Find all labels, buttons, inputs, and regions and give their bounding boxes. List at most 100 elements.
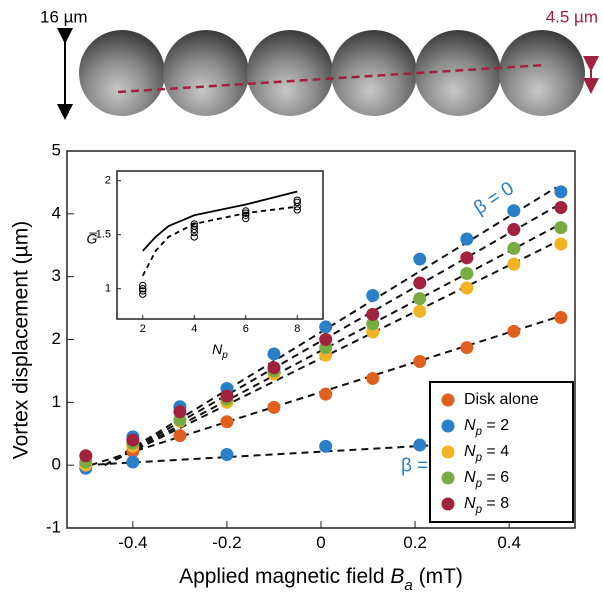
legend-label: Np = 4 [464,443,509,464]
data-point [554,221,568,235]
label-part: (mT) [413,565,463,588]
label-part: = 2 [482,417,509,434]
data-point [554,185,568,199]
model-curve [141,205,298,277]
data-point [507,204,521,218]
data-point [139,281,147,290]
data-point [139,285,147,293]
label-part: Applied magnetic field [179,565,390,588]
main-chart: -0.4 -0.2 0 0.2 0.4 -1 0 1 2 3 4 5 Applied magnetic … [10,140,576,593]
legend-marker [441,393,455,407]
data-point [126,455,140,469]
data-point [507,324,521,338]
legend-marker [441,419,455,433]
x-tick-label: 0.4 [497,533,521,552]
x-tick-label: 2 [140,323,146,335]
data-point [173,429,187,443]
legend-marker [441,471,455,485]
label-part: N [464,443,476,460]
data-point [242,211,250,219]
label-part: N [212,341,223,357]
x-tick-label: 0 [316,533,325,552]
data-point [190,220,198,228]
data-point [366,317,380,331]
data-point [460,281,474,295]
data-point [413,276,427,290]
data-point [220,389,234,403]
legend-label: Np = 2 [464,417,509,438]
y-tick-label: 0 [52,455,61,474]
data-point [413,354,427,368]
x-tick-label: 8 [294,323,300,335]
x-tick-label: 4 [191,323,197,335]
data-point [267,347,281,361]
y-tick-label: 2 [52,329,61,348]
data-point [319,439,333,453]
scale-label: 4.5 µm [546,7,598,26]
data-point [413,252,427,266]
model-curve [142,190,298,252]
label-part: p [475,478,483,490]
plot-frame [116,170,324,320]
label-part: p [475,504,483,516]
y-axis-label: Vortex displacement (µm) [10,221,33,460]
label-part: = 6 [482,469,509,486]
x-tick-label: 6 [243,323,249,335]
data-point [293,196,301,204]
data-point [139,290,147,298]
data-point [319,333,333,346]
label-part: p [475,452,483,464]
data-point [460,341,474,355]
label-part: = 8 [482,495,509,512]
y-tick-label: 3 [52,266,61,285]
data-point [554,237,568,251]
legend-marker [441,497,455,511]
label-part: N [464,495,476,512]
data-point [413,304,427,318]
data-point [413,438,427,452]
data-point [79,449,93,463]
label-part: p [221,350,228,361]
label-part: B [390,565,404,588]
legend-label: Np = 8 [464,495,509,516]
data-point [242,207,250,215]
data-point [293,198,301,207]
data-point [220,447,234,461]
data-point [507,241,521,255]
data-point [366,371,380,385]
data-point [242,209,250,217]
disk-images [57,28,599,120]
scale-label: 16 µm [40,7,88,26]
y-tick-label: -1 [46,517,61,536]
data-point [366,307,380,321]
data-point [507,257,521,271]
data-point [460,232,474,246]
data-point [460,267,474,281]
fit-line [85,443,449,467]
data-point [413,292,427,306]
y-tick-label: 1.5 [96,229,111,241]
data-point [190,233,198,241]
x-tick-label: 0.2 [403,533,427,552]
data-point [460,251,474,265]
data-point [126,433,140,447]
x-tick-label: -0.4 [118,533,147,552]
data-point [293,206,301,214]
y-tick-label: 4 [52,203,61,222]
data-point [319,387,333,401]
data-point [366,289,380,303]
data-point [190,222,198,230]
data-point [173,405,187,419]
data-point [267,361,281,375]
label-part: p [475,426,483,438]
legend-label: Np = 6 [464,469,509,490]
data-point [507,223,521,237]
legend-marker [441,445,455,459]
data-point [220,415,234,429]
data-point [139,287,147,295]
label-part: a [404,577,412,593]
data-point [319,320,333,334]
label-part: N [464,417,476,434]
legend-label: Disk alone [464,391,539,408]
